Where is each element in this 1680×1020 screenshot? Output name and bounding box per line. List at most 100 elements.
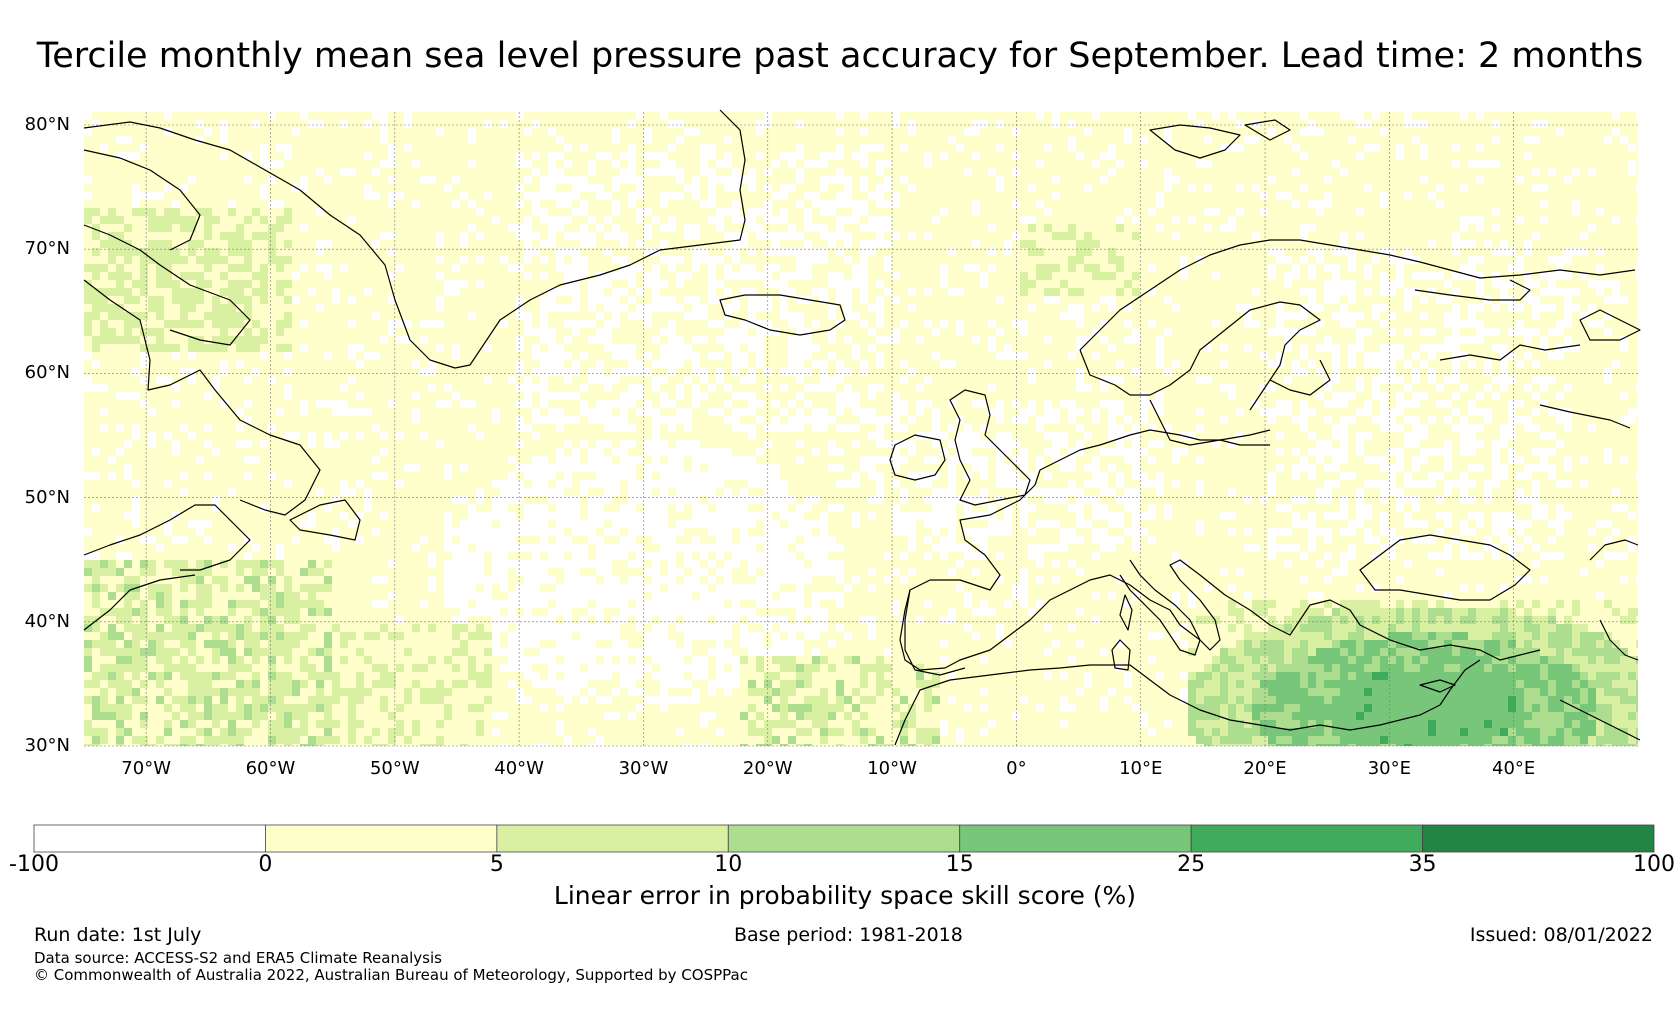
skill-cell <box>484 136 492 144</box>
skill-cell <box>468 440 476 448</box>
skill-cell <box>396 280 404 288</box>
skill-cell <box>668 728 676 736</box>
skill-cell <box>300 216 308 224</box>
skill-cell <box>164 744 172 746</box>
skill-cell <box>484 696 492 704</box>
skill-cell <box>252 168 260 176</box>
skill-cell <box>132 536 140 544</box>
skill-cell <box>324 552 332 560</box>
skill-cell <box>660 184 668 192</box>
skill-cell <box>356 616 364 624</box>
skill-cell <box>300 648 308 656</box>
skill-cell <box>92 432 100 440</box>
skill-cell <box>684 656 692 664</box>
skill-cell <box>172 632 180 640</box>
skill-cell <box>428 184 436 192</box>
skill-cell <box>508 504 516 512</box>
skill-cell <box>316 424 324 432</box>
skill-cell <box>620 560 628 568</box>
skill-cell <box>396 512 404 520</box>
skill-cell <box>732 640 740 648</box>
skill-cell <box>108 664 116 672</box>
skill-cell <box>492 344 500 352</box>
skill-cell <box>196 312 204 320</box>
skill-cell <box>204 368 212 376</box>
skill-cell <box>316 456 324 464</box>
skill-cell <box>652 200 660 208</box>
skill-cell <box>348 560 356 568</box>
skill-cell <box>148 160 156 168</box>
skill-cell <box>276 488 284 496</box>
skill-cell <box>276 368 284 376</box>
skill-cell <box>100 312 108 320</box>
skill-cell <box>460 144 468 152</box>
skill-cell <box>684 160 692 168</box>
skill-cell <box>740 704 748 712</box>
skill-cell <box>228 712 236 720</box>
skill-cell <box>508 120 516 128</box>
skill-cell <box>212 184 220 192</box>
skill-cell <box>484 312 492 320</box>
skill-cell <box>116 512 124 520</box>
skill-cell <box>108 720 116 728</box>
skill-cell <box>348 744 356 746</box>
skill-cell <box>356 744 364 746</box>
skill-cell <box>508 400 516 408</box>
skill-cell <box>116 576 124 584</box>
skill-cell <box>668 272 676 280</box>
skill-cell <box>124 128 132 136</box>
skill-cell <box>332 232 340 240</box>
skill-cell <box>468 272 476 280</box>
skill-cell <box>540 712 548 720</box>
skill-cell <box>620 328 628 336</box>
skill-cell <box>404 136 412 144</box>
skill-cell <box>356 712 364 720</box>
skill-cell <box>92 392 100 400</box>
skill-cell <box>492 424 500 432</box>
skill-cell <box>420 672 428 680</box>
skill-cell <box>180 400 188 408</box>
skill-cell <box>100 456 108 464</box>
skill-cell <box>92 480 100 488</box>
skill-cell <box>572 736 580 744</box>
skill-cell <box>492 696 500 704</box>
skill-cell <box>100 600 108 608</box>
skill-cell <box>340 360 348 368</box>
skill-cell <box>500 312 508 320</box>
skill-cell <box>396 584 404 592</box>
skill-cell <box>476 336 484 344</box>
skill-cell <box>140 344 148 352</box>
skill-cell <box>372 128 380 136</box>
skill-cell <box>540 152 548 160</box>
skill-cell <box>684 368 692 376</box>
skill-cell <box>684 392 692 400</box>
skill-cell <box>548 704 556 712</box>
skill-cell <box>108 416 116 424</box>
skill-cell <box>684 176 692 184</box>
skill-cell <box>548 424 556 432</box>
skill-cell <box>84 584 92 592</box>
skill-cell <box>404 232 412 240</box>
skill-cell <box>348 152 356 160</box>
skill-cell <box>308 336 316 344</box>
skill-cell <box>700 384 708 392</box>
skill-cell <box>596 392 604 400</box>
skill-cell <box>332 616 340 624</box>
skill-cell <box>324 672 332 680</box>
skill-cell <box>172 144 180 152</box>
skill-cell <box>92 600 100 608</box>
skill-cell <box>324 624 332 632</box>
skill-cell <box>156 296 164 304</box>
skill-cell <box>300 704 308 712</box>
skill-cell <box>332 112 340 120</box>
skill-cell <box>588 736 596 744</box>
skill-cell <box>436 488 444 496</box>
skill-cell <box>404 632 412 640</box>
skill-cell <box>188 456 196 464</box>
skill-field <box>84 112 1638 746</box>
skill-cell <box>652 112 660 120</box>
skill-cell <box>164 392 172 400</box>
skill-cell <box>756 704 764 712</box>
skill-cell <box>508 280 516 288</box>
skill-cell <box>268 568 276 576</box>
